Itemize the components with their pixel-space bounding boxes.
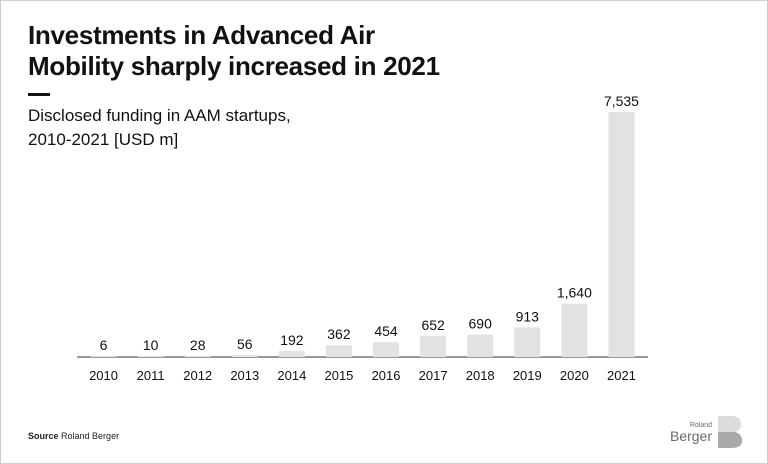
logo-small-text: Roland <box>689 422 712 429</box>
subtitle-line-1: Disclosed funding in AAM startups, <box>28 106 291 125</box>
x-tick-label-2013: 2013 <box>230 368 259 383</box>
data-label-2019: 913 <box>516 308 540 324</box>
chart-title: Investments in Advanced Air Mobility shar… <box>28 20 468 82</box>
x-tick-label-2019: 2019 <box>513 368 542 383</box>
bar-2014 <box>278 350 305 357</box>
data-label-2020: 1,640 <box>557 285 592 301</box>
subtitle-line-2: 2010-2021 [USD m] <box>28 130 179 149</box>
data-label-2017: 652 <box>421 317 445 333</box>
x-tick-label-2018: 2018 <box>466 368 495 383</box>
bar-2010 <box>90 356 117 357</box>
source-label: Source <box>28 431 59 441</box>
bar-2020 <box>561 303 588 357</box>
x-tick-label-2021: 2021 <box>607 368 636 383</box>
bar-2019 <box>514 327 541 357</box>
bar-2016 <box>373 342 400 357</box>
x-tick-label-2015: 2015 <box>324 368 353 383</box>
source-value: Roland Berger <box>61 431 120 441</box>
title-line-1: Investments in Advanced Air <box>28 20 375 50</box>
bar-2021 <box>608 112 635 357</box>
x-tick-label-2020: 2020 <box>560 368 589 383</box>
bar-2018 <box>467 334 494 357</box>
data-label-2011: 10 <box>143 337 159 353</box>
data-label-2012: 28 <box>190 337 206 353</box>
bar-2017 <box>420 335 447 357</box>
x-tick-label-2011: 2011 <box>137 368 165 383</box>
title-line-2: Mobility sharply increased in 2021 <box>28 51 440 81</box>
bar-2013 <box>231 355 258 357</box>
data-label-2016: 454 <box>374 323 398 339</box>
x-tick-label-2010: 2010 <box>89 368 118 383</box>
data-label-2013: 56 <box>237 336 253 352</box>
bar-2015 <box>325 345 352 357</box>
roland-berger-logo: Roland Berger <box>670 412 744 452</box>
chart-subtitle: Disclosed funding in AAM startups, 2010-2… <box>28 104 388 152</box>
data-label-2018: 690 <box>469 316 493 332</box>
source-note: Source Roland Berger <box>28 431 119 441</box>
data-label-2015: 362 <box>327 326 351 342</box>
x-tick-label-2012: 2012 <box>183 368 212 383</box>
logo-big-text: Berger <box>669 428 712 444</box>
logo-b-mark-icon <box>718 416 742 448</box>
x-tick-label-2014: 2014 <box>277 368 306 383</box>
x-tick-label-2016: 2016 <box>372 368 401 383</box>
data-label-2014: 192 <box>280 332 304 348</box>
title-underline <box>28 93 50 96</box>
x-tick-label-2017: 2017 <box>419 368 448 383</box>
data-label-2010: 6 <box>100 337 108 353</box>
data-label-2021: 7,535 <box>604 93 639 109</box>
bar-2011 <box>137 356 164 357</box>
bar-2012 <box>184 356 211 357</box>
